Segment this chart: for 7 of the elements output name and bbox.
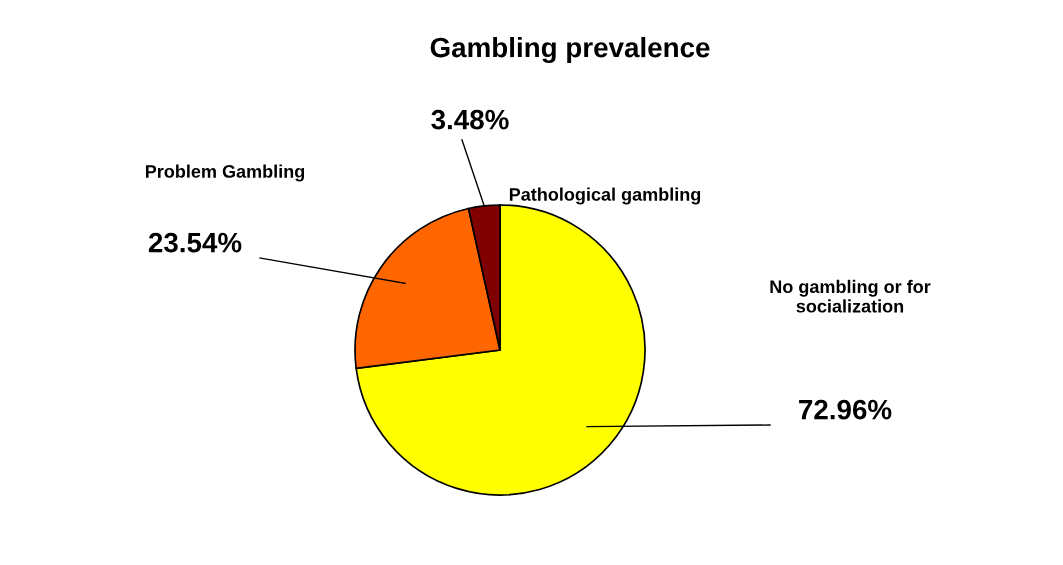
- slice-label: Pathological gambling: [509, 187, 701, 205]
- slice-label: Problem Gambling: [145, 164, 305, 182]
- slice-label: No gambling or for socialization: [770, 279, 931, 313]
- data-label: 72.96%: [799, 399, 892, 420]
- data-label: 3.48%: [431, 109, 509, 130]
- data-label: 23.54%: [148, 232, 242, 253]
- chart-title: Gambling prevalence: [430, 36, 710, 64]
